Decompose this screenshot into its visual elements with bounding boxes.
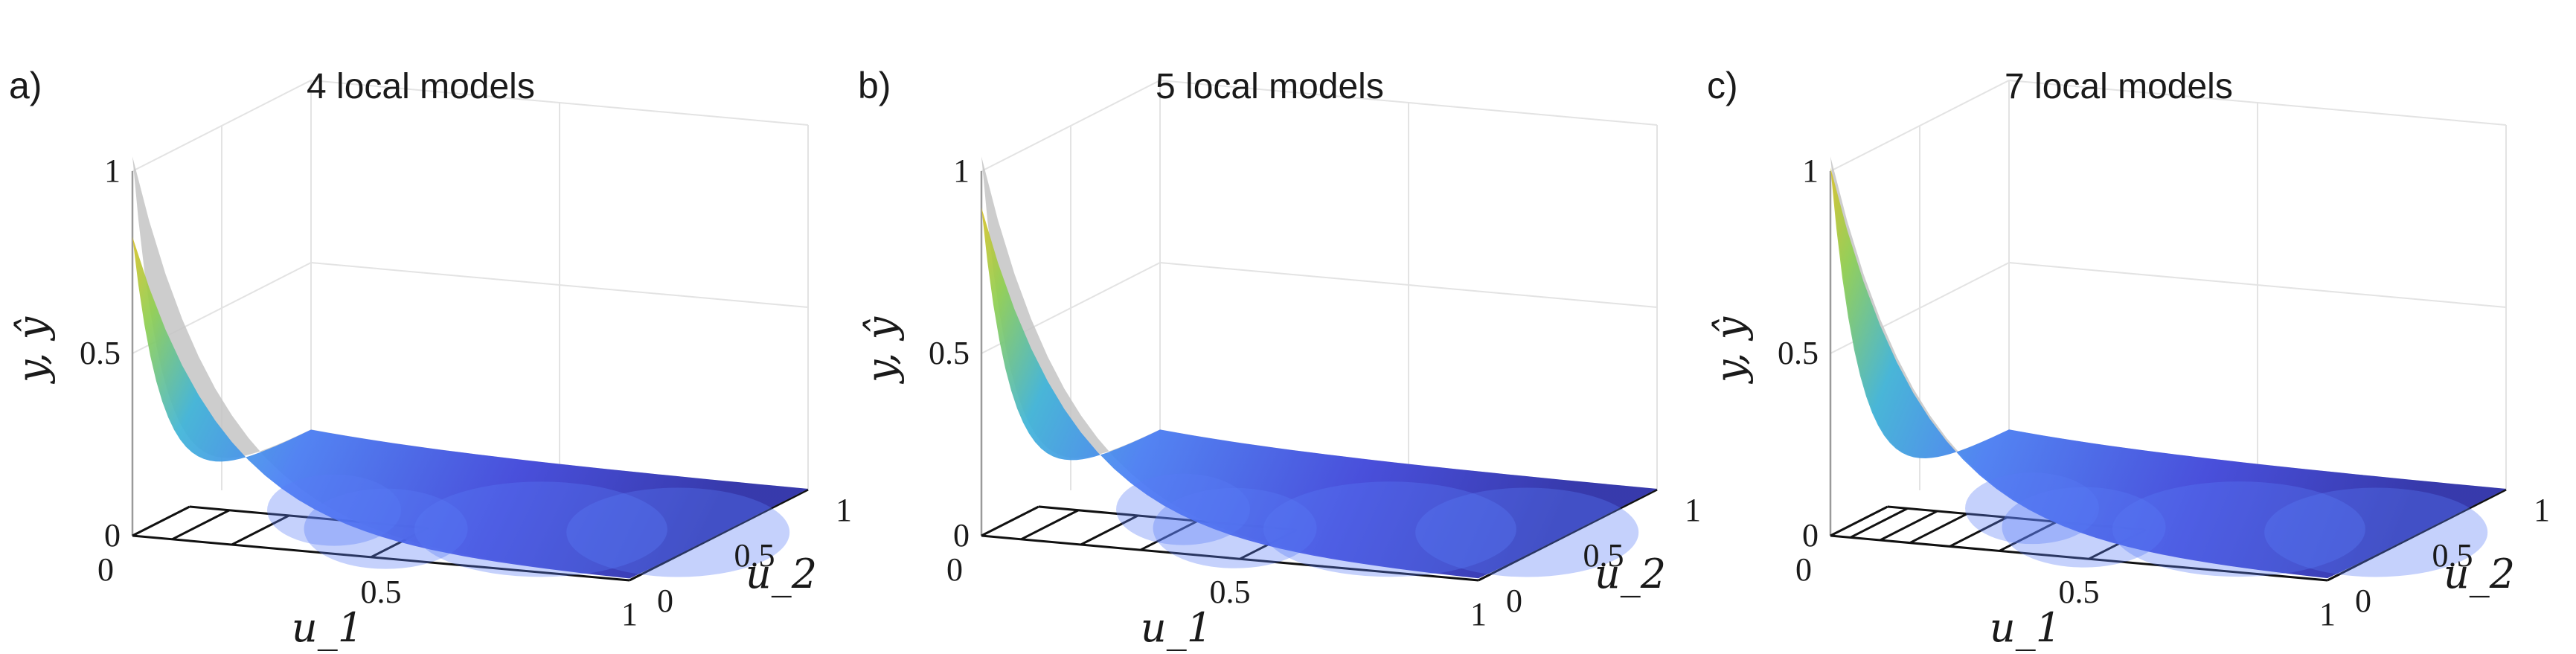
y-axis-label: u_2 <box>746 551 817 597</box>
y-tick-label: 0 <box>1506 583 1522 619</box>
x-tick-label: 0 <box>97 551 114 588</box>
y-tick-label: 1 <box>1685 492 1701 528</box>
y-tick-label: 1 <box>2534 492 2550 528</box>
surface-y-hat <box>1830 167 2506 579</box>
x-tick-label: 0.5 <box>361 574 402 610</box>
z-tick-label: 1 <box>953 153 970 189</box>
grid-line <box>310 262 809 308</box>
panel-letter: a) <box>9 65 42 106</box>
x-axis-label: u_1 <box>292 604 363 651</box>
surface-y-hat <box>981 208 1657 579</box>
grid-line <box>310 80 809 126</box>
partition-line <box>1850 507 1909 539</box>
x-tick-label: 0.5 <box>2059 574 2100 610</box>
partition-line <box>1949 516 2008 548</box>
y-axis-label: u_2 <box>2444 551 2515 597</box>
partition-line <box>231 514 290 546</box>
z-tick-label: 0 <box>1802 517 1819 554</box>
u1-axis <box>981 534 1479 582</box>
partition-line <box>1140 519 1199 551</box>
u1-axis <box>132 534 630 582</box>
grid-line <box>2008 80 2507 126</box>
grid-line <box>2008 262 2507 308</box>
partition-line <box>1020 509 1079 541</box>
validity-region <box>267 474 402 546</box>
z-axis-label: y, ŷ <box>1707 315 1754 384</box>
u2-axis <box>2327 488 2507 582</box>
validity-region <box>1263 481 1516 577</box>
z-tick-label: 1 <box>1802 153 1819 189</box>
validity-region <box>1116 473 1251 545</box>
z-tick-label: 0.5 <box>929 335 970 371</box>
panel-letter: c) <box>1707 65 1738 106</box>
z-axis-label: y, ŷ <box>858 315 905 384</box>
validity-region <box>566 487 790 577</box>
grid-line <box>1159 80 1658 126</box>
partition-line <box>1830 505 1888 537</box>
partition-line <box>981 505 1039 537</box>
x-tick-label: 0.5 <box>1210 574 1251 610</box>
panel-title: 5 local models <box>1156 67 1384 106</box>
u1-axis <box>1830 534 2328 582</box>
validity-region <box>1153 487 1317 568</box>
x-tick-label: 0 <box>946 551 963 588</box>
y-tick-label: 0 <box>657 583 673 619</box>
grid-line <box>1159 262 1658 308</box>
z-tick-label: 0.5 <box>80 335 121 371</box>
y-tick-label: 1 <box>836 492 852 528</box>
x-axis-label: u_1 <box>1141 604 1212 651</box>
surface-y-hat <box>132 237 808 579</box>
panel-letter: b) <box>858 65 891 106</box>
z-tick-label: 0 <box>104 517 121 554</box>
x-tick-label: 1 <box>1470 596 1487 632</box>
z-axis-label: y, ŷ <box>9 315 56 384</box>
u2-axis <box>629 488 809 582</box>
x-axis-label: u_1 <box>1990 604 2061 651</box>
z-tick-label: 1 <box>104 153 121 189</box>
y-axis-label: u_2 <box>1595 551 1666 597</box>
partition-line <box>1080 514 1139 546</box>
z-tick-label: 0.5 <box>1778 335 1819 371</box>
partition-line <box>132 505 190 537</box>
z-tick-label: 0 <box>953 517 970 554</box>
panel-title: 7 local models <box>2005 67 2233 106</box>
validity-region <box>1415 487 1639 577</box>
y-tick-label: 0.5 <box>2432 537 2473 574</box>
u2-axis <box>1478 488 1658 582</box>
x-tick-label: 1 <box>2319 596 2336 632</box>
y-tick-label: 0.5 <box>1583 537 1624 574</box>
validity-region <box>2002 487 2166 568</box>
validity-region <box>2264 487 2488 577</box>
y-tick-label: 0 <box>2355 583 2371 619</box>
validity-region <box>1965 472 2100 545</box>
partition-line <box>1880 510 1938 542</box>
y-tick-label: 0.5 <box>734 537 775 574</box>
validity-region <box>304 488 468 569</box>
partition-line <box>1999 521 2057 552</box>
panel-title: 4 local models <box>307 67 535 106</box>
x-tick-label: 0 <box>1795 551 1812 588</box>
partition-line <box>171 509 230 541</box>
x-tick-label: 1 <box>621 596 638 632</box>
partition-line <box>1909 513 1968 544</box>
validity-region <box>2112 481 2365 577</box>
validity-region <box>414 481 667 577</box>
